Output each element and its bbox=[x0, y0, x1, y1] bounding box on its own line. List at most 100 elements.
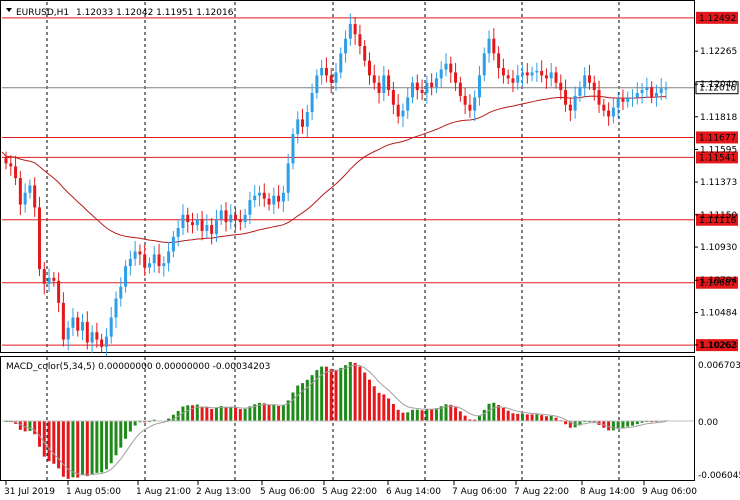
macd-bar bbox=[291, 392, 295, 421]
macd-top-label: 0.0067034 bbox=[698, 361, 740, 371]
candle-body bbox=[535, 70, 539, 73]
candle-body bbox=[621, 98, 625, 102]
macd-bar bbox=[124, 421, 128, 439]
candle-body bbox=[602, 104, 606, 111]
candle-body bbox=[444, 63, 448, 70]
candle-body bbox=[205, 225, 209, 231]
candle-body bbox=[119, 286, 123, 299]
macd-bar bbox=[81, 421, 85, 476]
candle-body bbox=[81, 321, 85, 331]
macd-bar bbox=[415, 409, 419, 421]
candle-body bbox=[200, 219, 204, 231]
macd-bar bbox=[463, 415, 467, 421]
macd-bar bbox=[100, 421, 104, 473]
macd-bar bbox=[90, 421, 94, 474]
candle-body bbox=[305, 112, 309, 127]
macd-bar bbox=[253, 404, 257, 421]
level-tag bbox=[696, 11, 738, 24]
macd-bar bbox=[42, 421, 46, 457]
macd-bar bbox=[348, 362, 352, 421]
macd-bar bbox=[420, 410, 424, 421]
candle-body bbox=[430, 82, 434, 88]
candle-body bbox=[334, 72, 338, 83]
candle-body bbox=[401, 110, 405, 117]
macd-bar bbox=[66, 421, 70, 479]
macd-bar bbox=[353, 362, 357, 421]
candle-body bbox=[449, 63, 453, 73]
macd-bar bbox=[210, 409, 214, 421]
level-label: 1.12492 bbox=[699, 14, 736, 24]
moving-average bbox=[1, 95, 667, 244]
candle-body bbox=[109, 317, 113, 337]
price-tick-label: 1.10704 bbox=[700, 276, 737, 286]
macd-bar bbox=[57, 421, 61, 469]
macd-bar bbox=[200, 406, 204, 421]
candle-body bbox=[521, 72, 525, 76]
candle-body bbox=[659, 88, 663, 93]
level-label: 1.11541 bbox=[699, 153, 736, 163]
candle-body bbox=[315, 75, 319, 93]
candle-body bbox=[248, 200, 252, 215]
macd-bar bbox=[621, 421, 625, 428]
macd-bar bbox=[358, 366, 362, 421]
macd-bar bbox=[382, 394, 386, 421]
macd-bar bbox=[47, 421, 51, 462]
candle-body bbox=[195, 219, 199, 226]
macd-bar bbox=[320, 366, 324, 421]
price-tick-label: 1.11373 bbox=[700, 178, 737, 188]
macd-bar bbox=[530, 414, 534, 421]
macd-bar bbox=[229, 406, 233, 421]
macd-bar bbox=[568, 421, 572, 428]
candle-body bbox=[506, 75, 510, 79]
macd-bar bbox=[430, 409, 434, 421]
candle-body bbox=[626, 97, 630, 102]
macd-bar bbox=[650, 421, 654, 423]
candle-body bbox=[463, 95, 467, 105]
candle-body bbox=[147, 263, 151, 268]
candle-body bbox=[320, 68, 324, 76]
macd-bar bbox=[477, 415, 481, 421]
candle-body bbox=[439, 69, 443, 79]
macd-bar bbox=[243, 408, 247, 421]
macd-bar bbox=[272, 404, 276, 421]
candle-body bbox=[71, 317, 75, 328]
level-tag bbox=[696, 339, 738, 352]
macd-bottom-label: -0.006045 bbox=[698, 471, 740, 481]
level-tag bbox=[696, 151, 738, 164]
candle-body bbox=[324, 68, 328, 76]
macd-bar bbox=[521, 413, 525, 421]
macd-bar bbox=[95, 421, 99, 473]
time-grid bbox=[46, 2, 620, 480]
candle-body bbox=[210, 225, 214, 234]
candle-body bbox=[61, 302, 65, 340]
macd-bar bbox=[363, 372, 367, 421]
macd-bar bbox=[52, 421, 56, 464]
time-label: 7 Aug 22:00 bbox=[514, 487, 569, 497]
candle-body bbox=[85, 321, 89, 343]
candle-body bbox=[487, 38, 491, 54]
candle-body bbox=[573, 95, 577, 111]
candle-body bbox=[631, 97, 635, 99]
macd-bar bbox=[191, 405, 195, 421]
price-tick-label: 1.11150 bbox=[700, 211, 737, 221]
ma-line bbox=[1, 95, 667, 244]
macd-bar bbox=[114, 421, 118, 456]
macd-bar bbox=[377, 392, 381, 421]
candle-body bbox=[104, 336, 108, 347]
symbol-dropdown-icon[interactable] bbox=[6, 8, 12, 12]
macd-bar bbox=[28, 421, 32, 431]
macd-bar bbox=[262, 403, 266, 421]
time-label: 5 Aug 06:00 bbox=[260, 487, 315, 497]
candle-body bbox=[128, 258, 132, 267]
candle-body bbox=[100, 339, 104, 347]
candle-body bbox=[133, 251, 137, 259]
candle-body bbox=[229, 214, 233, 223]
candle-body bbox=[420, 90, 424, 93]
candle-body bbox=[387, 75, 391, 91]
candle-body bbox=[52, 277, 56, 281]
price-tick-label: 1.11818 bbox=[700, 113, 737, 123]
price-tick-label: 1.10484 bbox=[700, 309, 737, 319]
macd-bar bbox=[626, 421, 630, 427]
macd-bar bbox=[454, 407, 458, 421]
